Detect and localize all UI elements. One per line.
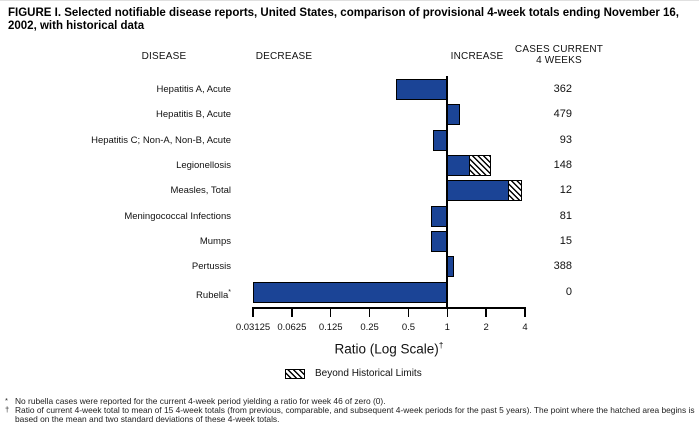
- x-axis-tick: [407, 307, 410, 317]
- disease-label: Hepatitis A, Acute: [156, 84, 231, 95]
- ratio-one-gridline: [446, 76, 449, 309]
- disease-bar: [447, 154, 470, 176]
- column-header-increase: INCREASE: [450, 51, 504, 62]
- x-axis-tick-label: 0.5: [401, 322, 416, 333]
- x-axis-tick-label: 1: [444, 322, 450, 333]
- cases-count: 148: [553, 158, 572, 171]
- column-header-disease: DISEASE: [141, 51, 187, 62]
- cases-count: 479: [553, 108, 572, 121]
- disease-bar: [431, 205, 448, 227]
- x-axis-tick: [524, 307, 526, 317]
- footnote: * No rubella cases were reported for the …: [5, 396, 695, 406]
- beyond-limit-hatch: [507, 180, 523, 202]
- disease-label: Mumps: [199, 235, 231, 247]
- footnote-marker: †: [5, 405, 10, 415]
- cases-count: 388: [553, 260, 572, 273]
- x-axis-title-dagger: †: [438, 340, 444, 350]
- footnote: † Ratio of current 4-week total to mean o…: [5, 405, 695, 425]
- disease-label: Hepatitis C; Non-A, Non-B, Acute: [91, 134, 231, 146]
- column-header-cases: CASES CURRENT 4 WEEKS: [504, 44, 614, 66]
- x-axis-tick-label: 4: [522, 322, 528, 333]
- column-header-decrease: DECREASE: [255, 51, 313, 62]
- x-axis-tick: [252, 307, 254, 317]
- x-axis-tick-label: 2: [483, 322, 489, 333]
- disease-label: Hepatitis B, Acute: [156, 109, 231, 121]
- disease-label: Legionellosis: [176, 159, 231, 171]
- x-axis-tick: [291, 307, 293, 317]
- disease-bar: [253, 281, 448, 303]
- x-axis-line: [252, 307, 526, 309]
- cases-count: 81: [559, 209, 572, 222]
- disease-bar: [431, 230, 448, 252]
- x-axis-tick-label: 0.125: [318, 322, 343, 333]
- x-axis-tick-label: 0.25: [360, 322, 379, 333]
- x-axis-title-text: Ratio (Log Scale): [334, 341, 439, 357]
- legend-label: Beyond Historical Limits: [315, 368, 422, 379]
- cases-count: 0: [565, 285, 572, 298]
- cases-count: 15: [559, 234, 572, 247]
- x-axis-tick-label: 0.03125: [235, 322, 271, 333]
- disease-label: Pertussis: [191, 261, 231, 273]
- x-axis-title: Ratio (Log Scale)†: [253, 340, 525, 357]
- legend-hatch-swatch-icon: [285, 369, 305, 379]
- footnotes: * No rubella cases were reported for the …: [5, 396, 695, 425]
- disease-label: Measles, Total: [170, 185, 231, 197]
- column-header-cases-line2: 4 WEEKS: [536, 55, 582, 66]
- disease-bar: [447, 104, 460, 126]
- cases-count: 362: [553, 83, 572, 95]
- x-axis-tick-label: 0.0625: [277, 322, 307, 333]
- column-header-cases-line1: CASES CURRENT: [514, 44, 604, 55]
- x-axis-tick: [485, 307, 487, 317]
- disease-label: Meningococcal Infections: [124, 210, 231, 222]
- x-axis-tick: [368, 307, 371, 317]
- figure-title: FIGURE I. Selected notifiable disease re…: [8, 7, 680, 32]
- footnote-text: Ratio of current 4-week total to mean of…: [15, 405, 695, 425]
- footnote-marker: *: [5, 396, 8, 405]
- footnote-text: No rubella cases were reported for the c…: [15, 396, 386, 406]
- cases-count: 93: [559, 133, 572, 146]
- disease-label-superscript: *: [228, 288, 231, 296]
- disease-label: Rubella*: [196, 288, 231, 301]
- x-axis-tick: [329, 307, 332, 317]
- disease-bar: [447, 256, 454, 278]
- x-axis-tick: [446, 307, 449, 317]
- beyond-limit-hatch: [469, 154, 492, 176]
- disease-bar: [395, 79, 448, 100]
- cases-count: 12: [559, 184, 572, 197]
- disease-bar: [432, 129, 448, 151]
